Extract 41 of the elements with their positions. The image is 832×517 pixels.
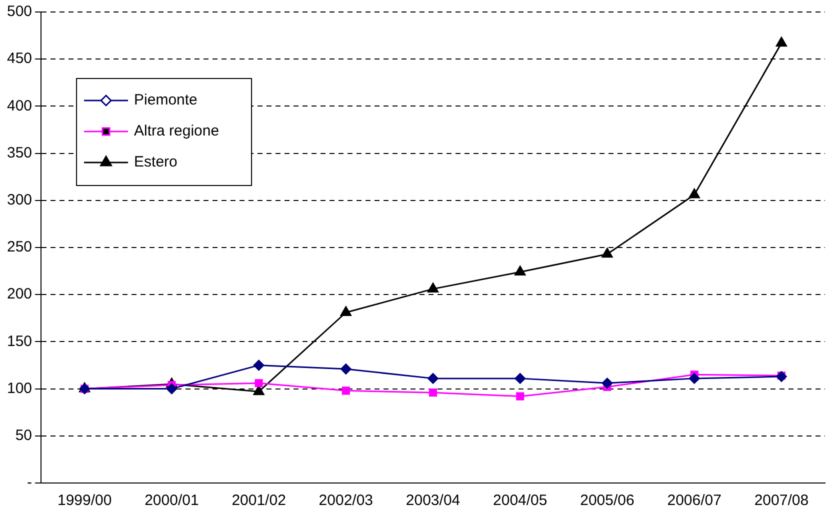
point: [340, 364, 352, 375]
x-tick-label: 2001/02: [232, 492, 286, 510]
point: [602, 378, 613, 389]
point: [254, 379, 263, 388]
x-tick-label: 2007/08: [754, 492, 809, 510]
y-tick-label: 300: [6, 192, 32, 209]
legend-label: Estero: [134, 154, 178, 171]
point: [602, 248, 613, 258]
point: [342, 386, 350, 395]
point: [514, 265, 526, 276]
y-tick-label: 200: [6, 286, 32, 303]
y-tick-label: 400: [6, 97, 32, 114]
point: [428, 372, 439, 384]
y-tick-label: 450: [6, 50, 32, 68]
x-tick-label: 2003/04: [406, 492, 460, 510]
y-tick-label: 50: [15, 427, 32, 444]
x-tick-label: 2005/06: [580, 492, 634, 510]
point: [428, 388, 438, 397]
x-tick-label: 2002/03: [318, 492, 374, 510]
y-tick-label: 100: [6, 380, 32, 397]
point: [253, 360, 264, 371]
point: [514, 372, 526, 384]
y-tick-label: 250: [6, 238, 32, 256]
y-tick-label: 150: [6, 332, 32, 350]
point: [776, 371, 787, 382]
x-tick-label: 2006/07: [667, 492, 722, 510]
legend-label: Altra regione: [134, 122, 220, 140]
point: [340, 306, 352, 316]
y-tick-label: 500: [6, 3, 32, 20]
point: [776, 36, 788, 47]
point: [688, 372, 700, 384]
point: [427, 282, 439, 292]
y-tick-label: 350: [6, 144, 32, 162]
x-tick-label: 1999/00: [57, 492, 112, 510]
legend-label: Piemonte: [134, 92, 198, 109]
point: [688, 188, 700, 198]
x-tick-label: 2004/05: [493, 492, 548, 510]
x-tick-label: 2000/01: [144, 492, 199, 510]
point: [516, 392, 524, 400]
point: [166, 383, 178, 394]
y-tick-label: -: [27, 474, 32, 492]
